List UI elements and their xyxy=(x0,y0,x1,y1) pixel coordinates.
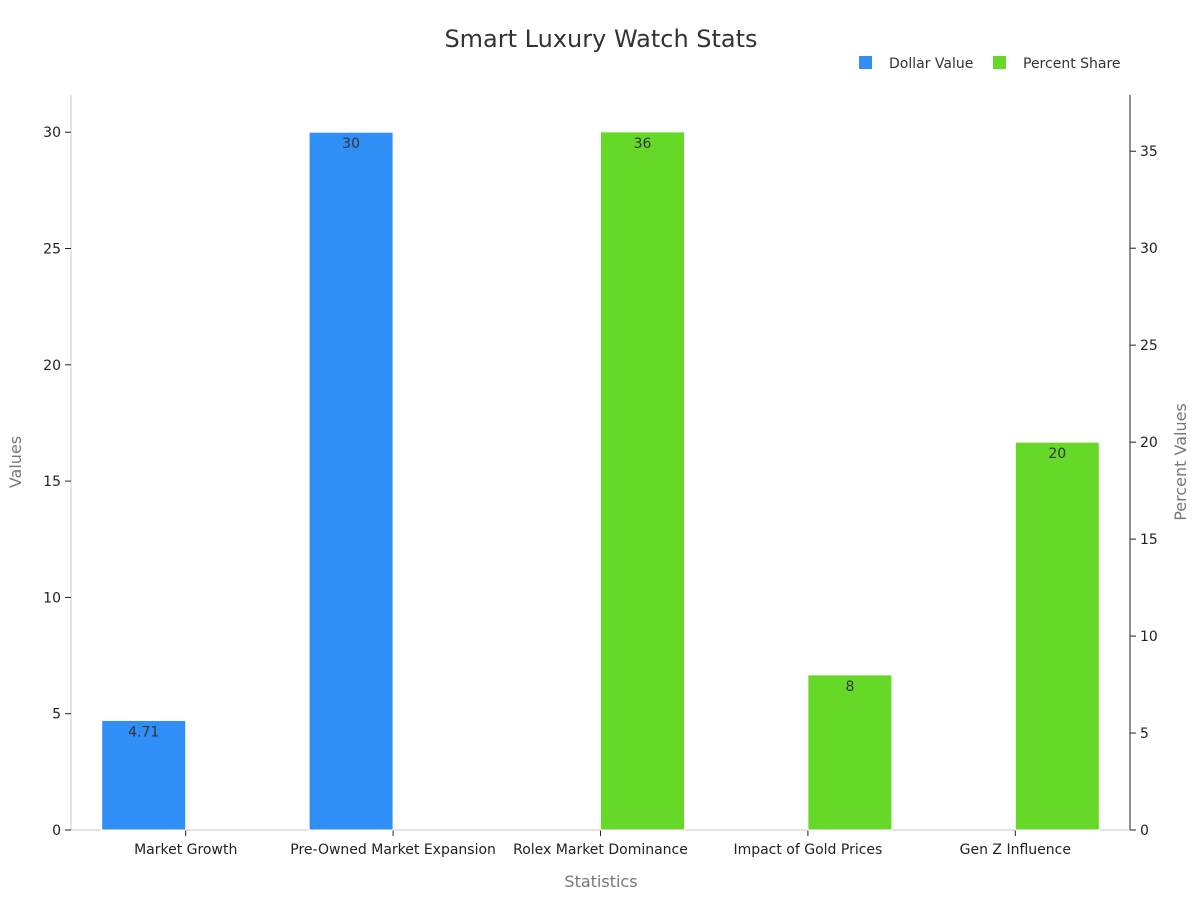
right-tick-label: 10 xyxy=(1140,629,1158,645)
bar-value-label: 36 xyxy=(634,136,652,152)
left-tick-label: 10 xyxy=(43,590,61,606)
bar-value-label: 8 xyxy=(845,679,854,695)
right-tick-label: 5 xyxy=(1140,726,1149,742)
left-tick-label: 5 xyxy=(52,707,61,723)
right-y-axis: 0 5 10 15 20 25 30 35 xyxy=(1129,95,1158,839)
right-tick-label: 30 xyxy=(1140,241,1158,257)
left-tick-label: 25 xyxy=(43,242,61,258)
legend-label: Dollar Value xyxy=(889,56,973,72)
bar-percent-share xyxy=(1014,441,1100,831)
legend: Dollar Value Percent Share xyxy=(859,56,1121,72)
y2-axis-title: Percent Values xyxy=(1171,403,1190,521)
left-tick-label: 0 xyxy=(52,823,61,839)
chart-title: Smart Luxury Watch Stats xyxy=(444,25,757,53)
right-tick-label: 25 xyxy=(1140,338,1158,354)
x-axis: Market Growth Pre-Owned Market Expansion R… xyxy=(71,829,1130,858)
legend-label: Percent Share xyxy=(1023,56,1121,72)
bar-value-label: 20 xyxy=(1048,446,1066,462)
bar-percent-share xyxy=(600,131,685,831)
left-y-axis: 0 5 10 15 20 25 30 xyxy=(43,95,72,839)
category-label: Pre-Owned Market Expansion xyxy=(290,842,496,858)
right-tick-label: 20 xyxy=(1140,435,1158,451)
left-tick-label: 30 xyxy=(43,125,61,141)
category-label: Rolex Market Dominance xyxy=(513,842,688,858)
category-label: Impact of Gold Prices xyxy=(733,842,882,858)
left-tick-label: 15 xyxy=(43,474,61,490)
data-labels: 4.71 30 36 8 20 xyxy=(128,136,1066,741)
x-axis-title: Statistics xyxy=(564,872,637,891)
right-tick-label: 0 xyxy=(1140,823,1149,839)
bar-percent-share xyxy=(807,674,893,831)
left-tick-label: 20 xyxy=(43,358,61,374)
legend-swatch xyxy=(993,56,1006,69)
bar-value-label: 4.71 xyxy=(128,724,159,740)
bar-dollar-value xyxy=(101,719,187,831)
bar-value-label: 30 xyxy=(342,136,360,152)
bars xyxy=(101,131,1100,831)
legend-swatch xyxy=(859,56,872,69)
right-tick-label: 15 xyxy=(1140,532,1158,548)
category-label: Market Growth xyxy=(134,842,237,858)
right-tick-label: 35 xyxy=(1140,144,1158,160)
y-axis-title: Values xyxy=(6,436,25,488)
category-label: Gen Z Influence xyxy=(960,842,1071,858)
bar-dollar-value xyxy=(308,131,394,831)
